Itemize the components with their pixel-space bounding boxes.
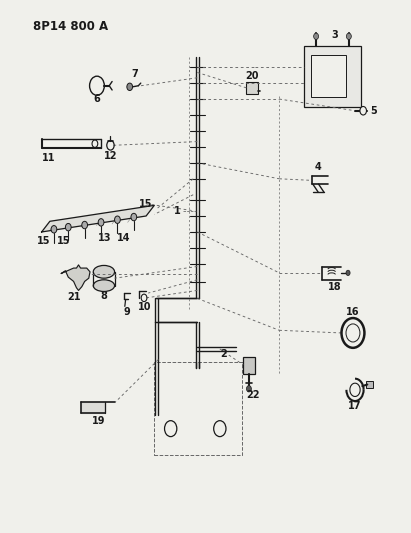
Ellipse shape bbox=[93, 265, 115, 278]
Text: 19: 19 bbox=[92, 416, 106, 426]
Text: 22: 22 bbox=[246, 390, 259, 400]
Text: 9: 9 bbox=[123, 306, 130, 317]
Circle shape bbox=[51, 225, 57, 233]
Text: 17: 17 bbox=[348, 401, 362, 411]
Text: 5: 5 bbox=[370, 106, 377, 116]
Text: 15: 15 bbox=[139, 199, 153, 209]
Polygon shape bbox=[81, 402, 105, 413]
Text: 14: 14 bbox=[117, 233, 130, 243]
Bar bbox=[311, 55, 346, 98]
Polygon shape bbox=[61, 265, 90, 290]
Circle shape bbox=[131, 213, 137, 221]
Text: 11: 11 bbox=[42, 152, 56, 163]
Circle shape bbox=[127, 83, 133, 91]
Circle shape bbox=[314, 33, 319, 39]
Circle shape bbox=[346, 270, 350, 276]
Text: 10: 10 bbox=[138, 302, 152, 312]
Circle shape bbox=[65, 223, 71, 231]
Text: 18: 18 bbox=[328, 282, 342, 292]
Polygon shape bbox=[42, 205, 154, 232]
Text: 8P14 800 A: 8P14 800 A bbox=[33, 20, 109, 34]
Bar bbox=[243, 357, 255, 374]
Circle shape bbox=[346, 33, 351, 39]
Circle shape bbox=[82, 221, 88, 229]
Text: 2: 2 bbox=[221, 349, 227, 359]
Text: 6: 6 bbox=[94, 94, 100, 104]
Circle shape bbox=[98, 219, 104, 226]
Text: 13: 13 bbox=[98, 233, 112, 243]
Text: 12: 12 bbox=[104, 151, 117, 161]
Text: 7: 7 bbox=[132, 69, 139, 79]
Circle shape bbox=[115, 216, 120, 223]
Text: 3: 3 bbox=[331, 30, 338, 41]
Text: 21: 21 bbox=[67, 292, 81, 302]
Bar bbox=[367, 381, 373, 387]
Bar bbox=[247, 82, 258, 94]
Ellipse shape bbox=[93, 280, 115, 292]
Circle shape bbox=[247, 385, 252, 392]
Text: 8: 8 bbox=[100, 291, 107, 301]
Bar bbox=[304, 46, 361, 107]
Circle shape bbox=[360, 107, 367, 115]
Text: 15: 15 bbox=[58, 236, 71, 246]
Text: 4: 4 bbox=[315, 161, 321, 172]
Text: 16: 16 bbox=[346, 306, 360, 317]
Text: 20: 20 bbox=[245, 71, 259, 81]
Text: 15: 15 bbox=[37, 236, 51, 246]
Text: 1: 1 bbox=[173, 206, 180, 216]
